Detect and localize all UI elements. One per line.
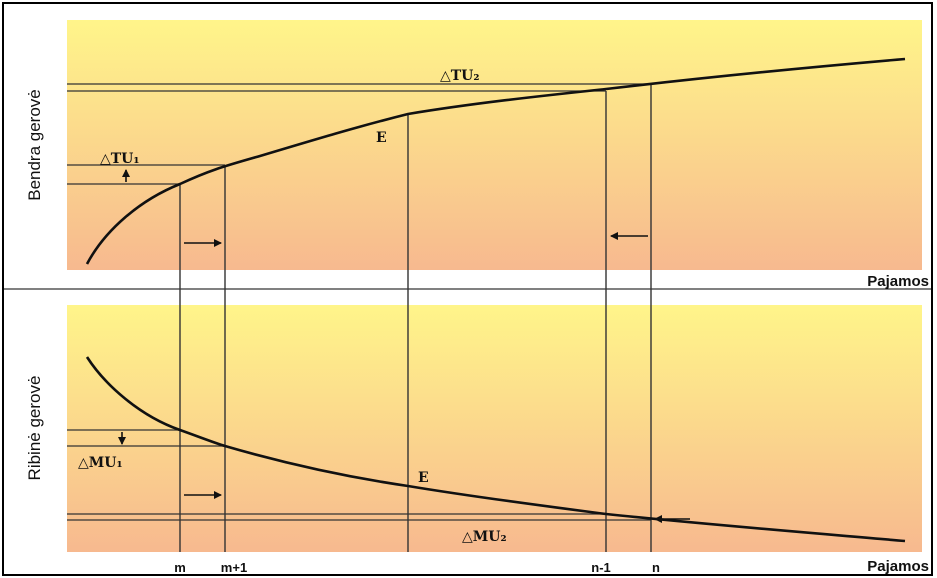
x-tick-m: m: [174, 560, 186, 575]
delta-mu2-label: △MU₂: [462, 529, 507, 545]
total-utility-curve: [85, 57, 906, 265]
delta-mu1-label: △MU₁: [78, 455, 123, 471]
vertical-lines: [179, 84, 652, 552]
delta-tu1-label: △TU₁: [100, 151, 140, 167]
x-tick-m-plus-1: m+1: [221, 560, 247, 575]
bottom-reference-lines: [67, 429, 651, 521]
top-y-axis-label: Bendra gerovė: [25, 89, 44, 201]
bottom-e-label: E: [418, 470, 429, 486]
marginal-utility-curve: [85, 356, 906, 543]
top-reference-lines: [67, 83, 651, 185]
x-tick-n-minus-1: n-1: [591, 560, 611, 575]
bottom-x-axis-label: Pajamos: [867, 558, 929, 575]
top-e-label: E: [376, 130, 387, 146]
bottom-panel-background: [67, 305, 922, 552]
top-panel-background: [67, 20, 922, 270]
top-x-axis-label: Pajamos: [867, 273, 929, 290]
bottom-y-axis-label: Ribinė gerovė: [25, 376, 44, 481]
x-tick-n: n: [652, 560, 660, 575]
delta-tu2-label: △TU₂: [440, 68, 480, 84]
